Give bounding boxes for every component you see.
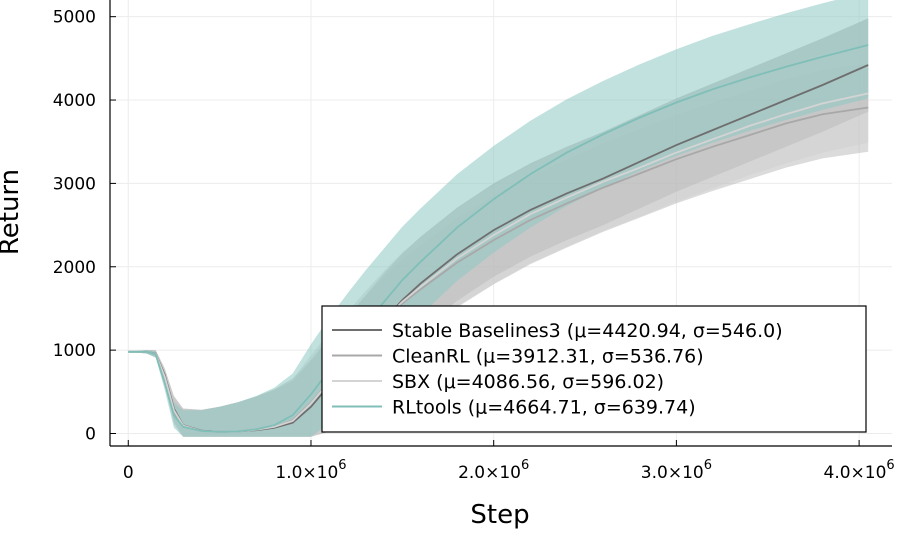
legend: Stable Baselines3 (μ=4420.94, σ=546.0) Cl… — [321, 305, 867, 433]
x-tick-label-3: 3.0×106 — [641, 458, 712, 483]
legend-box — [321, 305, 867, 433]
x-axis-title: Step — [470, 500, 529, 530]
y-axis-title: Return — [0, 169, 25, 255]
legend-label-2: SBX (μ=4086.56, σ=596.02) — [392, 371, 664, 393]
y-tick-label-0: 0 — [85, 424, 96, 444]
x-tick-label-4: 4.0×106 — [824, 458, 895, 483]
y-tick-label-2: 2000 — [53, 258, 96, 278]
y-tick-label-5: 5000 — [53, 8, 96, 28]
legend-label-1: CleanRL (μ=3912.31, σ=536.76) — [392, 346, 704, 368]
y-tick-label-3: 3000 — [53, 174, 96, 194]
tick-labels: 0 1.0×106 2.0×106 3.0×106 4.0×106 0 1000 2000 30… — [53, 8, 895, 483]
legend-label-0: Stable Baselines3 (μ=4420.94, σ=546.0) — [392, 320, 783, 342]
y-tick-label-4: 4000 — [53, 91, 96, 111]
axes — [109, 0, 892, 447]
x-tick-label-0: 0 — [123, 463, 134, 483]
plot-area — [128, 0, 869, 437]
series-band-3 — [128, 0, 869, 437]
x-tick-label-1: 1.0×106 — [275, 458, 346, 483]
legend-label-3: RLtools (μ=4664.71, σ=639.74) — [392, 397, 696, 419]
y-tick-label-1: 1000 — [53, 341, 96, 361]
x-tick-label-2: 2.0×106 — [458, 458, 529, 483]
